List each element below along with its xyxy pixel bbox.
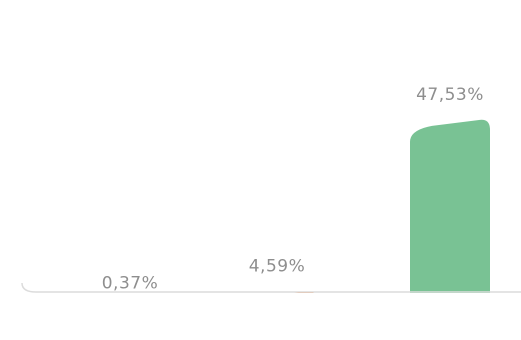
data-label-3: 47,53% (416, 85, 484, 105)
data-label-1: 0,37% (102, 274, 159, 294)
data-label-2: 4,59% (249, 257, 306, 277)
below-axis-area (0, 293, 521, 340)
x-axis-baseline (21, 282, 521, 293)
data-labels-group: 0,37% 4,59% 47,53% (102, 85, 484, 294)
bar-3 (410, 119, 490, 310)
